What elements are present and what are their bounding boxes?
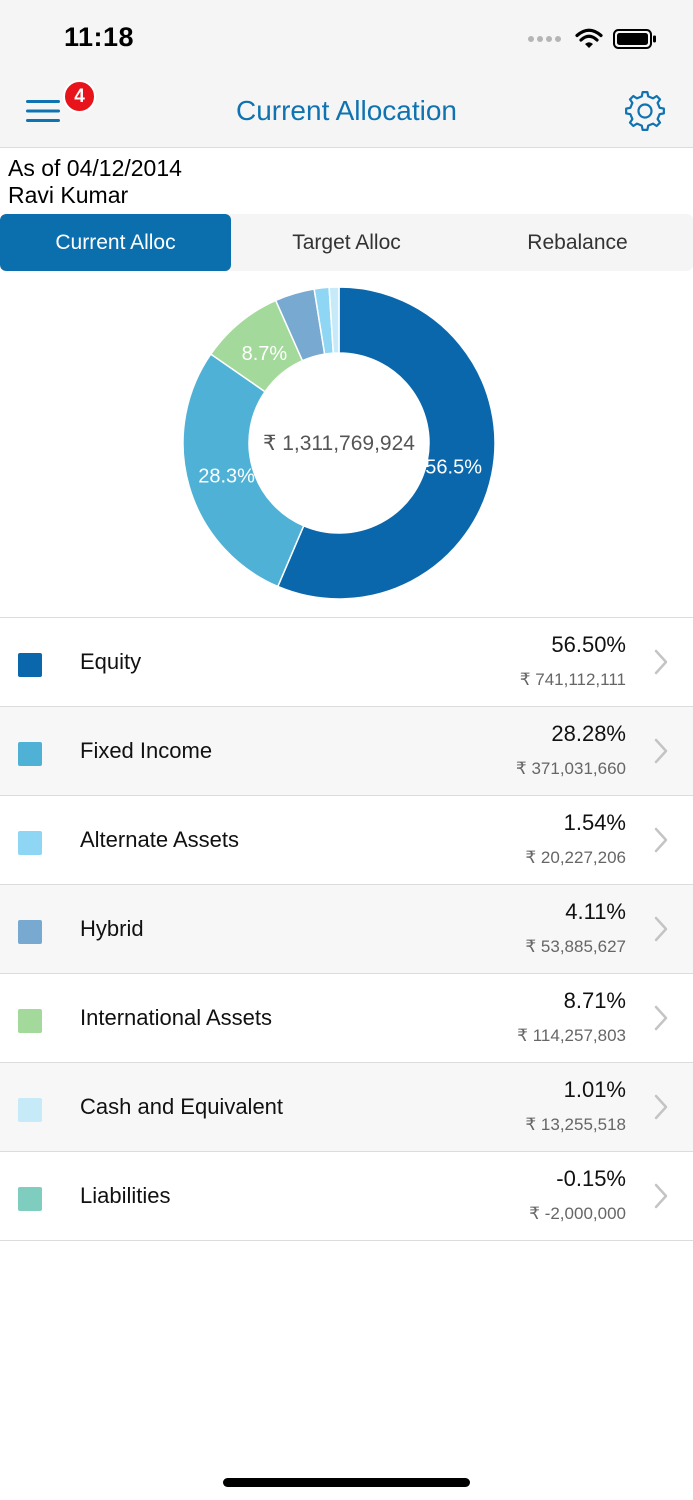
menu-button[interactable] <box>22 91 70 133</box>
home-indicator <box>223 1478 470 1487</box>
donut-slice-cash-and-equivalent[interactable] <box>328 286 340 354</box>
asset-class-name: Equity <box>80 649 142 674</box>
notification-badge: 4 <box>63 80 96 113</box>
hamburger-menu-icon <box>26 100 60 122</box>
asset-class-amount: ₹ 20,227,206 <box>525 848 626 867</box>
status-bar: 11:18 <box>0 0 693 75</box>
battery-icon <box>613 29 656 49</box>
donut-slice-label: 8.7% <box>242 343 288 365</box>
asset-class-percent: 1.01% <box>563 1077 626 1102</box>
asset-class-name: Liabilities <box>80 1183 171 1208</box>
asset-class-amount: ₹ 371,031,660 <box>515 759 626 778</box>
chevron-right-icon <box>654 1183 668 1209</box>
list-item-liabilities[interactable]: Liabilities -0.15% ₹ -2,000,000 <box>0 1152 693 1241</box>
tab-rebalance[interactable]: Rebalance <box>527 230 628 254</box>
chevron-right-icon <box>654 916 668 942</box>
asset-class-amount: ₹ 13,255,518 <box>525 1115 626 1134</box>
asset-class-percent: -0.15% <box>556 1166 626 1191</box>
settings-button[interactable] <box>623 89 667 133</box>
list-item-hybrid[interactable]: Hybrid 4.11% ₹ 53,885,627 <box>0 885 693 974</box>
color-swatch <box>18 1009 42 1033</box>
allocation-donut-chart: 56.5% 28.3% 8.7% ₹ 1,311,769,924 <box>0 275 693 615</box>
color-swatch <box>18 831 42 855</box>
donut-slice-label: 28.3% <box>198 465 255 487</box>
asset-class-name: Alternate Assets <box>80 827 239 852</box>
list-item-alternate-assets[interactable]: Alternate Assets 1.54% ₹ 20,227,206 <box>0 796 693 885</box>
gear-hub <box>637 103 653 119</box>
asset-class-percent: 28.28% <box>551 721 626 746</box>
asset-class-percent: 8.71% <box>563 988 626 1013</box>
asset-class-percent: 1.54% <box>563 810 626 835</box>
asset-class-name: Cash and Equivalent <box>80 1094 284 1119</box>
color-swatch <box>18 742 42 766</box>
client-name: Ravi Kumar <box>8 182 129 208</box>
donut-slice-equity[interactable] <box>276 286 496 600</box>
tab-target-alloc[interactable]: Target Alloc <box>292 230 401 254</box>
asset-class-amount: ₹ 741,112,111 <box>519 670 626 689</box>
list-item-fixed-income[interactable]: Fixed Income 28.28% ₹ 371,031,660 <box>0 707 693 796</box>
as-of-date: As of 04/12/2014 <box>8 155 182 181</box>
color-swatch <box>18 1187 42 1211</box>
allocation-list: Equity 56.50% ₹ 741,112,111 Fixed Income… <box>0 617 693 1241</box>
color-swatch <box>18 1098 42 1122</box>
donut-center-total: ₹ 1,311,769,924 <box>263 432 415 455</box>
chevron-right-icon <box>654 827 668 853</box>
chevron-right-icon <box>654 738 668 764</box>
list-item-equity[interactable]: Equity 56.50% ₹ 741,112,111 <box>0 618 693 707</box>
tab-current-alloc[interactable]: Current Alloc <box>0 214 231 271</box>
asset-class-amount: ₹ 114,257,803 <box>517 1026 626 1045</box>
asset-class-name: Hybrid <box>80 916 144 941</box>
gear-icon <box>625 91 665 131</box>
chevron-right-icon <box>654 649 668 675</box>
wifi-icon <box>575 28 603 48</box>
asset-class-percent: 4.11% <box>565 899 626 924</box>
asset-class-amount: ₹ -2,000,000 <box>529 1204 626 1223</box>
signal-icon <box>528 36 561 42</box>
donut-slice-fixed-income[interactable] <box>182 353 305 588</box>
list-item-cash-and-equivalent[interactable]: Cash and Equivalent 1.01% ₹ 13,255,518 <box>0 1063 693 1152</box>
nav-bar: 4 Current Allocation <box>0 75 693 148</box>
asset-class-amount: ₹ 53,885,627 <box>525 937 626 956</box>
status-icons <box>528 26 657 52</box>
asset-class-name: Fixed Income <box>80 738 213 763</box>
asset-class-percent: 56.50% <box>551 632 626 657</box>
as-of-info: As of 04/12/2014 Ravi Kumar <box>8 155 182 209</box>
donut-svg: 56.5% 28.3% 8.7% ₹ 1,311,769,924 <box>182 286 496 600</box>
color-swatch <box>18 653 42 677</box>
list-item-international-assets[interactable]: International Assets 8.71% ₹ 114,257,803 <box>0 974 693 1063</box>
asset-class-name: International Assets <box>80 1005 273 1030</box>
allocation-tabs: Current Alloc Target Alloc Rebalance <box>0 214 693 271</box>
chevron-right-icon <box>654 1005 668 1031</box>
gear-outline <box>625 91 665 131</box>
page-title: Current Allocation <box>235 95 457 126</box>
color-swatch <box>18 920 42 944</box>
chevron-right-icon <box>654 1094 668 1120</box>
status-time: 11:18 <box>64 22 135 52</box>
donut-slice-label: 56.5% <box>425 456 482 478</box>
